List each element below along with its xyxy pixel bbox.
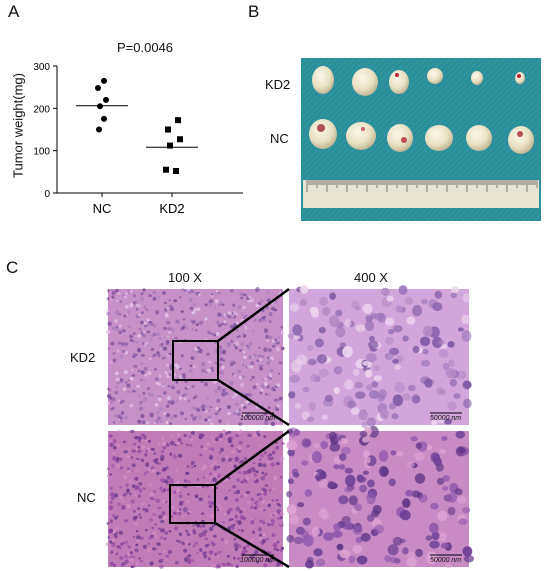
histology-kd2-400x (289, 289, 469, 425)
x-tick-label-nc: NC (93, 201, 112, 216)
tumor-kd2-5 (471, 71, 483, 85)
panel-a-letter: A (8, 2, 20, 21)
histology-nc-400x (289, 431, 469, 567)
panel-b-letter: B (248, 2, 260, 21)
point-kd2-0 (175, 117, 181, 124)
point-nc-0 (101, 77, 107, 84)
point-kd2-5 (173, 167, 179, 174)
tumor-kd2-4 (427, 68, 443, 84)
histology-kd2-100x (108, 289, 283, 425)
point-nc-1 (95, 85, 101, 92)
y-tick-label-3: 300 (33, 62, 50, 73)
point-kd2-2 (177, 136, 183, 143)
photo-row-label-nc: NC (270, 131, 289, 146)
point-nc-2 (103, 96, 109, 103)
scalebar-label-kd2-100x: 100000 nm (240, 415, 276, 422)
scalebar-label-nc-400x: 50000 nm (430, 557, 462, 564)
p-value-annotation: P=0.0046 (117, 40, 174, 55)
point-nc-5 (96, 126, 102, 133)
tumor-kd2-6 (515, 72, 525, 84)
point-kd2-4 (163, 166, 169, 173)
tumor-nc-5 (466, 125, 492, 151)
tumor-photo (301, 58, 541, 221)
tumor-nc-4 (425, 125, 453, 151)
y-tick-label-1: 100 (33, 147, 50, 158)
col-label-400x: 400 X (354, 270, 388, 285)
scalebar-label-kd2-400x: 50000 nm (430, 415, 462, 422)
tumor-kd2-1 (312, 66, 334, 94)
histo-row-label-nc: NC (77, 490, 96, 505)
point-kd2-3 (167, 142, 173, 149)
scalebar-label-nc-100x: 100000 nm (240, 557, 276, 564)
histo-row-label-kd2: KD2 (70, 350, 96, 365)
x-tick-label-kd2: KD2 (159, 201, 184, 216)
tumor-kd2-2 (352, 68, 378, 96)
tumor-nc-3 (387, 124, 413, 152)
point-nc-4 (101, 115, 107, 122)
histology-nc-100x (108, 431, 283, 567)
y-tick-label-2: 200 (33, 104, 50, 115)
tumor-photo-drawing (301, 58, 541, 221)
tumor-nc-1 (309, 119, 337, 149)
tumor-kd2-3 (389, 70, 409, 94)
tumor-nc-2 (346, 122, 376, 150)
panel-c-letter: C (6, 258, 19, 277)
tumor-nc-6 (508, 126, 534, 154)
y-tick-label-0: 0 (44, 189, 50, 200)
tumor-weight-chart: 0 100 200 300 NC KD2 (33, 62, 243, 216)
photo-row-label-kd2: KD2 (265, 77, 291, 92)
y-axis-label: Tumor weight(mg) (10, 73, 26, 178)
point-kd2-1 (165, 126, 171, 133)
col-label-100x: 100 X (168, 270, 202, 285)
